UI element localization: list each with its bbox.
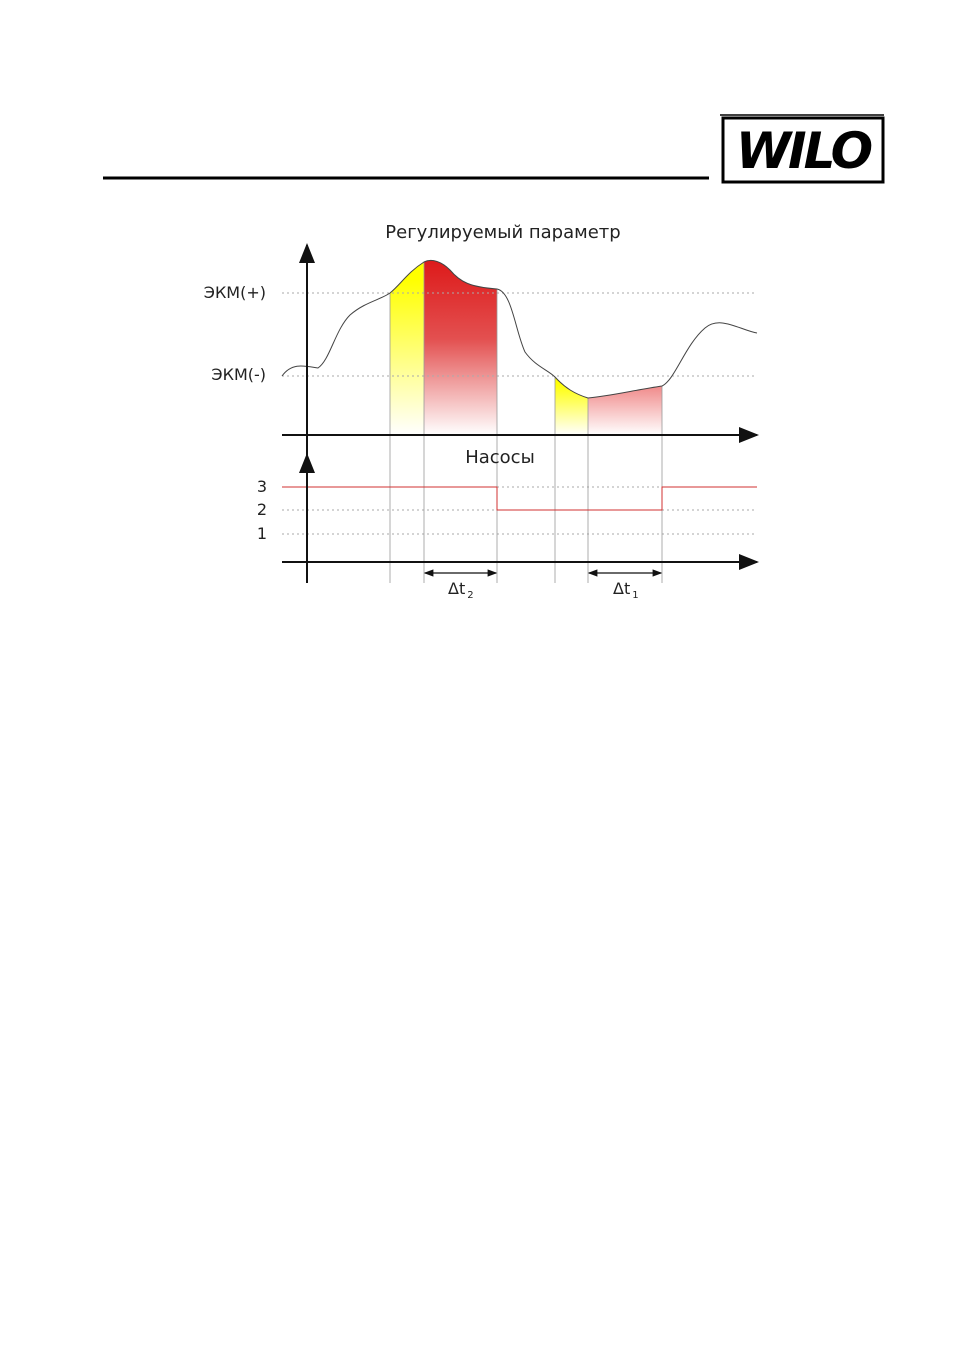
- level-label: 1: [257, 524, 267, 543]
- interval-label: Δt 2: [448, 579, 474, 601]
- yellow-area: [555, 377, 588, 435]
- pump-line: [282, 486, 757, 511]
- chart-title: Насосы: [465, 447, 535, 468]
- level-label: 2: [257, 500, 267, 519]
- interval-symbol: Δt: [613, 579, 630, 598]
- interval-subscript: 2: [467, 590, 473, 601]
- level-label: ЭКМ(-): [211, 365, 266, 384]
- logo: WILO: [736, 122, 872, 180]
- interval-symbol: Δt: [448, 579, 465, 598]
- parameter-curve: [281, 259, 758, 399]
- level-label: ЭКМ(+): [204, 283, 266, 302]
- chart-title: Регулируемый параметр: [385, 222, 620, 243]
- yellow-area: [390, 262, 424, 435]
- logo-box: [721, 116, 885, 184]
- pink-area: [588, 386, 662, 435]
- interval-subscript: 1: [632, 590, 638, 601]
- level-label: 3: [257, 477, 267, 496]
- red-area: [424, 260, 497, 435]
- interval-label: Δt 1: [613, 579, 639, 601]
